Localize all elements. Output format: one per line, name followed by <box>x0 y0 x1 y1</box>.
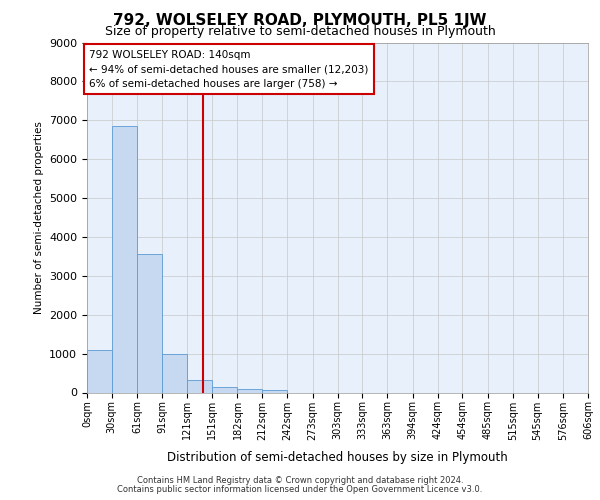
Bar <box>262 390 287 392</box>
Bar <box>212 387 238 392</box>
Text: 792 WOLSELEY ROAD: 140sqm
← 94% of semi-detached houses are smaller (12,203)
6% : 792 WOLSELEY ROAD: 140sqm ← 94% of semi-… <box>89 50 369 89</box>
Bar <box>187 380 212 392</box>
Text: Size of property relative to semi-detached houses in Plymouth: Size of property relative to semi-detach… <box>104 25 496 38</box>
X-axis label: Distribution of semi-detached houses by size in Plymouth: Distribution of semi-detached houses by … <box>167 450 508 464</box>
Bar <box>137 254 162 392</box>
Y-axis label: Number of semi-detached properties: Number of semi-detached properties <box>34 121 44 314</box>
Bar <box>238 389 262 392</box>
Text: 792, WOLSELEY ROAD, PLYMOUTH, PL5 1JW: 792, WOLSELEY ROAD, PLYMOUTH, PL5 1JW <box>113 12 487 28</box>
Text: Contains HM Land Registry data © Crown copyright and database right 2024.: Contains HM Land Registry data © Crown c… <box>137 476 463 485</box>
Bar <box>162 354 187 393</box>
Bar <box>87 350 112 393</box>
Text: Contains public sector information licensed under the Open Government Licence v3: Contains public sector information licen… <box>118 484 482 494</box>
Bar <box>112 126 137 392</box>
